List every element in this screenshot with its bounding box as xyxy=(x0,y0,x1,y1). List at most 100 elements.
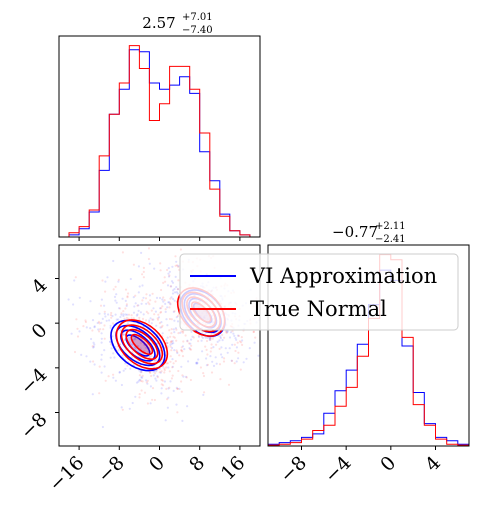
scatter-point xyxy=(149,402,152,405)
scatter-point xyxy=(148,319,151,322)
scatter-point xyxy=(89,300,92,303)
scatter-point xyxy=(228,347,231,350)
scatter-point xyxy=(127,317,130,320)
legend-label-normal: True Normal xyxy=(250,297,387,321)
scatter-point xyxy=(160,321,163,324)
scatter-point xyxy=(92,345,95,348)
scatter-point xyxy=(89,327,92,330)
scatter-point xyxy=(120,406,123,409)
scatter-point xyxy=(139,342,142,345)
scatter-point xyxy=(209,355,212,358)
scatter-point xyxy=(191,335,194,338)
marginal-x-title: 2.57 xyxy=(142,14,175,32)
scatter-point xyxy=(93,343,96,346)
scatter-point xyxy=(141,284,144,287)
marginal-x-panel: 2.57 +7.01 −7.40 xyxy=(58,12,261,241)
scatter-point xyxy=(115,293,118,296)
scatter-point xyxy=(180,330,183,333)
scatter-point xyxy=(238,340,242,343)
scatter-point xyxy=(221,339,224,342)
scatter-point xyxy=(171,281,175,284)
scatter-point xyxy=(177,332,180,335)
scatter-point xyxy=(206,336,209,339)
joint-x-tick-label: 0 xyxy=(145,452,169,476)
scatter-point xyxy=(158,322,161,325)
scatter-point xyxy=(236,341,239,344)
scatter-point xyxy=(155,358,158,362)
marginal-y-frame xyxy=(267,244,470,447)
scatter-point xyxy=(161,379,164,382)
scatter-point xyxy=(167,366,170,369)
marginal-x-hist-normal xyxy=(59,45,260,238)
marginal-x-title-upper: +7.01 xyxy=(182,12,213,23)
scatter-point xyxy=(210,333,213,336)
scatter-point xyxy=(118,370,121,374)
scatter-point xyxy=(135,314,138,317)
scatter-point xyxy=(100,353,103,356)
scatter-point xyxy=(181,374,184,377)
scatter-point xyxy=(216,340,219,343)
marginal-y-x-tick-label: 0 xyxy=(376,452,400,476)
scatter-point xyxy=(176,387,179,390)
scatter-point xyxy=(189,348,193,351)
scatter-point xyxy=(138,393,141,396)
scatter-point xyxy=(171,292,175,295)
scatter-point xyxy=(231,343,234,346)
scatter-point xyxy=(117,307,121,310)
marginal-x-hist-vi xyxy=(59,49,260,238)
scatter-point xyxy=(147,301,150,304)
scatter-point xyxy=(169,297,172,300)
scatter-point xyxy=(162,300,165,303)
scatter-point xyxy=(174,360,177,363)
scatter-point xyxy=(129,367,132,370)
scatter-point xyxy=(134,294,137,297)
scatter-point xyxy=(223,357,226,360)
scatter-point xyxy=(167,387,170,390)
scatter-point xyxy=(232,332,235,335)
scatter-point xyxy=(168,317,171,321)
scatter-point xyxy=(146,379,149,382)
scatter-point xyxy=(166,406,169,409)
scatter-point xyxy=(113,295,117,298)
scatter-point xyxy=(126,322,129,325)
scatter-point xyxy=(180,348,183,352)
scatter-point xyxy=(85,355,88,358)
scatter-point xyxy=(210,343,213,346)
scatter-point xyxy=(253,341,256,344)
scatter-point xyxy=(165,366,168,369)
scatter-point xyxy=(177,264,180,267)
scatter-point xyxy=(164,308,167,311)
scatter-point xyxy=(227,383,231,386)
scatter-point xyxy=(169,343,172,346)
scatter-point xyxy=(114,313,117,316)
scatter-point xyxy=(102,328,105,331)
scatter-point xyxy=(181,331,185,334)
scatter-point xyxy=(186,405,189,408)
scatter-point xyxy=(163,380,166,383)
joint-y-tick-label: 0 xyxy=(27,319,51,343)
scatter-point xyxy=(138,374,141,377)
scatter-point xyxy=(166,345,169,348)
scatter-point xyxy=(142,270,145,273)
scatter-point xyxy=(138,379,141,382)
scatter-point xyxy=(209,337,212,340)
scatter-point xyxy=(171,366,174,369)
scatter-point xyxy=(103,310,106,313)
scatter-point xyxy=(153,372,157,375)
scatter-point xyxy=(174,264,177,267)
scatter-point xyxy=(100,298,103,301)
scatter-point xyxy=(148,294,151,297)
scatter-point xyxy=(160,288,163,292)
scatter-point xyxy=(85,326,88,329)
scatter-point xyxy=(184,375,188,378)
scatter-point xyxy=(200,335,203,338)
scatter-point xyxy=(119,315,122,319)
scatter-point xyxy=(235,346,238,349)
scatter-point xyxy=(161,305,164,308)
scatter-point xyxy=(100,341,103,344)
scatter-point xyxy=(179,248,182,251)
scatter-point xyxy=(151,387,155,390)
scatter-point xyxy=(142,276,145,279)
scatter-point xyxy=(109,314,112,317)
scatter-point xyxy=(151,318,154,321)
